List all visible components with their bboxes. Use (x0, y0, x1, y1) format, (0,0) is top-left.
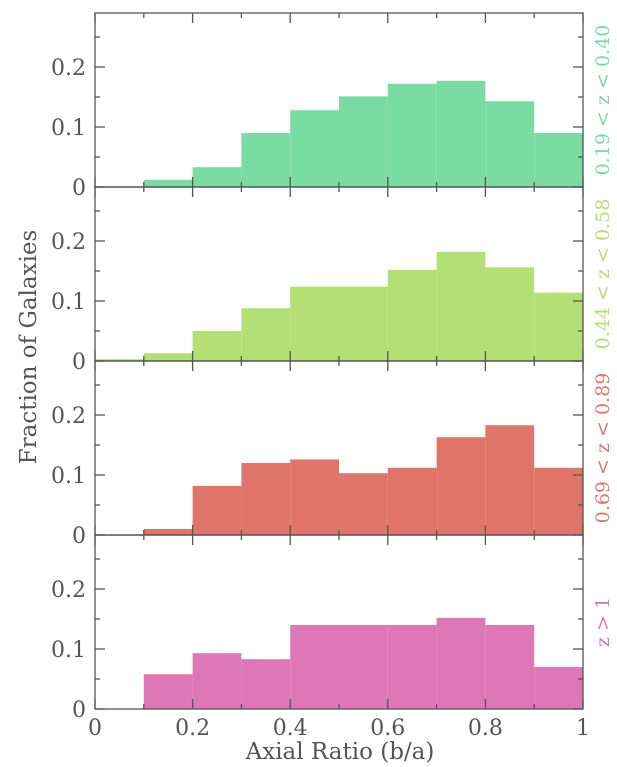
histogram-bar (241, 659, 291, 709)
histogram-bar (192, 167, 242, 187)
histogram-bar (143, 353, 193, 361)
histogram-bar (387, 269, 437, 361)
histogram-bar (485, 425, 535, 535)
panel-frame (94, 534, 584, 710)
histogram-bar (241, 308, 291, 361)
histogram-bar (290, 110, 339, 187)
y-tick-label: 0 (72, 524, 86, 549)
histogram-bar (143, 179, 193, 187)
y-tick-label: 0 (72, 350, 86, 375)
histogram-bar (339, 625, 388, 709)
histogram-bar (290, 459, 339, 535)
y-tick-label: 0 (72, 698, 86, 723)
x-tick-label: 0 (88, 716, 102, 741)
y-tick-label: 0 (72, 176, 86, 201)
histogram-bar (339, 286, 388, 361)
histogram-bar (290, 625, 339, 709)
histogram-bar (143, 674, 193, 709)
histogram-bar (436, 617, 486, 709)
histogram-bar (241, 463, 291, 535)
histogram-bar (387, 467, 437, 535)
y-tick-label: 0.2 (51, 56, 86, 81)
histogram-bar (436, 251, 486, 361)
y-axis-title: Fraction of Galaxies (16, 230, 42, 465)
histogram-bar (387, 625, 437, 709)
histogram-bar (192, 485, 242, 535)
panel-label: 0.19 < z < 0.40 (592, 25, 614, 176)
histogram-bar (485, 267, 535, 361)
x-tick-label: 0.6 (370, 716, 405, 741)
panels: 0 0.1 0.2 0.19 < z < 0.40 0 0.1 0.2 0.44 < z < … (51, 12, 614, 741)
histogram-bar (290, 286, 339, 361)
histogram-bar (241, 133, 291, 187)
y-tick-label: 0.2 (51, 578, 86, 603)
x-axis-title: Axial Ratio (b/a) (245, 739, 435, 765)
x-tick-label: 0.8 (468, 716, 503, 741)
histogram-bar (485, 101, 535, 187)
y-tick-label: 0.1 (51, 290, 86, 315)
histogram-bar (387, 83, 437, 187)
histogram-bar (339, 96, 388, 187)
histogram-bar (534, 133, 583, 187)
x-tick-label: 1 (576, 716, 590, 741)
histogram-bar (339, 473, 388, 535)
histogram-bar (192, 331, 242, 361)
y-tick-label: 0.2 (51, 230, 86, 255)
histogram-bar (436, 80, 486, 187)
panel-label: 0.44 < z < 0.58 (592, 199, 614, 350)
y-tick-label: 0.1 (51, 116, 86, 141)
histogram-bar (534, 467, 583, 535)
histogram-bar (436, 437, 486, 535)
x-tick-label: 0.2 (175, 716, 210, 741)
y-tick-label: 0.1 (51, 638, 86, 663)
histogram-bar (534, 292, 583, 361)
y-tick-label: 0.2 (51, 404, 86, 429)
panel-label: z > 1 (592, 597, 614, 647)
x-tick-label: 0.4 (273, 716, 308, 741)
histogram-bar (192, 653, 242, 709)
histogram-bar (95, 359, 144, 361)
histogram-bar (143, 529, 193, 535)
histogram-bar (534, 667, 583, 709)
y-tick-label: 0.1 (51, 464, 86, 489)
histogram-bar (485, 625, 535, 709)
panel-label: 0.69 < z < 0.89 (592, 373, 614, 524)
